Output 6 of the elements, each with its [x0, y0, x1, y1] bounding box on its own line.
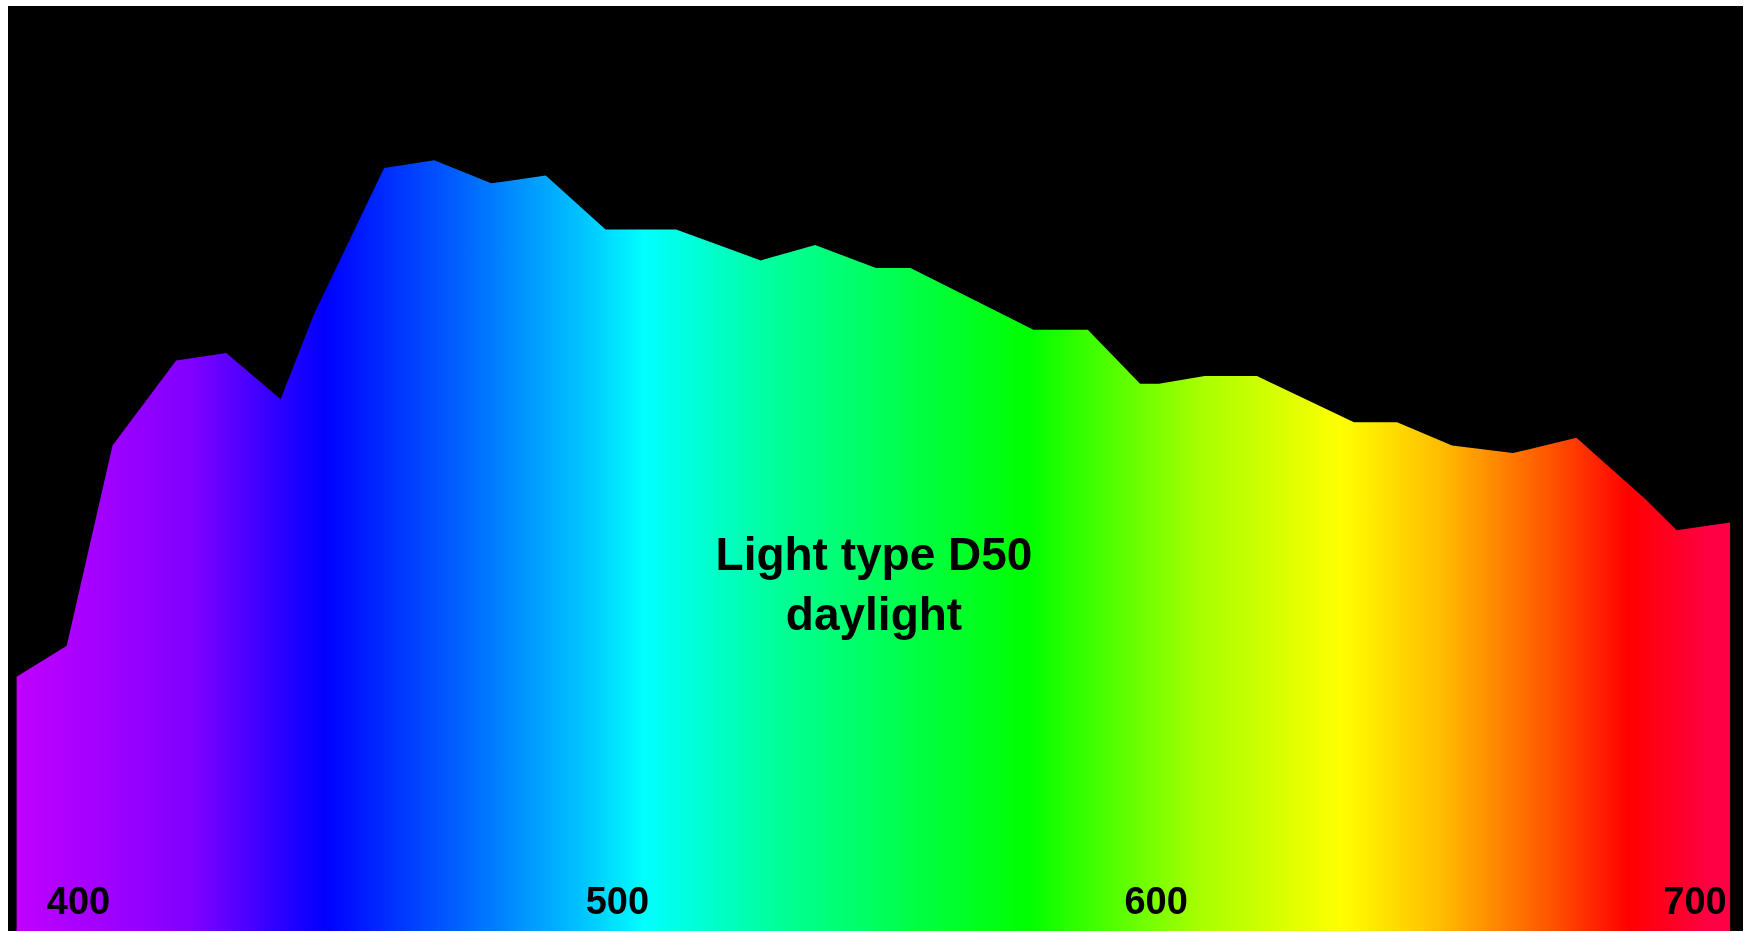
x-tick-label: 400	[46, 879, 111, 922]
annotation: Light type D50	[715, 528, 1033, 580]
x-tick-label: 700	[1663, 879, 1727, 922]
x-tick-label: 500	[585, 879, 650, 922]
x-tick-label: 600	[1124, 879, 1188, 922]
annotation: daylight	[785, 588, 963, 640]
